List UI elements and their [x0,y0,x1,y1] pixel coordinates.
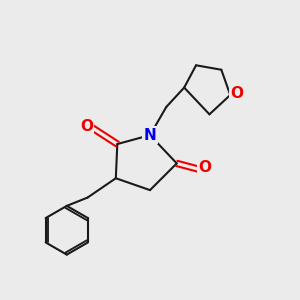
Text: O: O [198,160,211,175]
Text: N: N [144,128,156,142]
Text: O: O [230,86,243,101]
Text: O: O [80,119,93,134]
